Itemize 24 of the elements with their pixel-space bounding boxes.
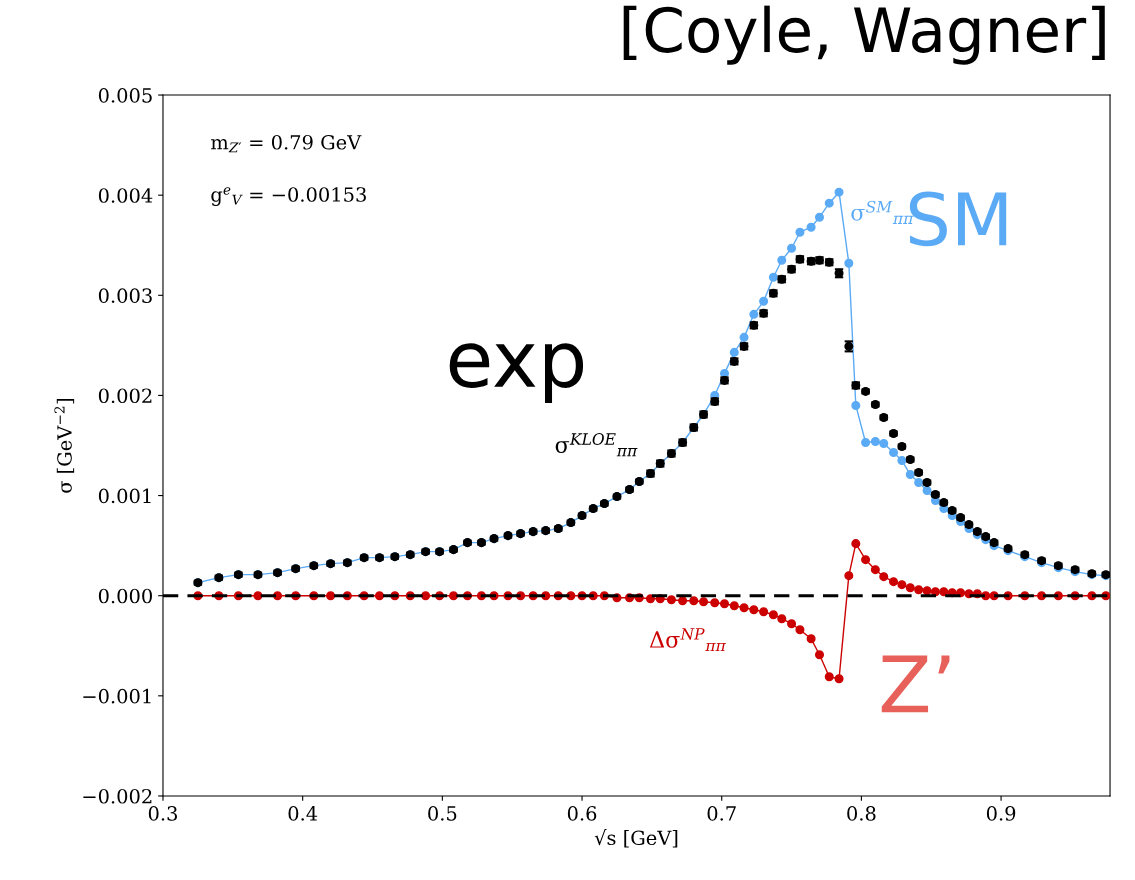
x-tick-label: 0.9 [986,806,1016,821]
x-axis-title: √s [GeV] [594,829,678,848]
annotation: exp [449,343,584,404]
y-tick-label: 0.001 [98,488,151,504]
y-tick-label: 0.002 [98,388,152,404]
annotation: m$_{Z′}$ = 0.79 GeV [211,134,362,153]
x-tick-label: 0.7 [707,806,736,821]
annotation: Z’ [881,655,950,713]
y-tick-label: 0.004 [98,188,153,203]
x-tick-label: 0.5 [428,806,457,821]
annotation: g$^{e}$$_{V}$ = −0.00153 [211,187,366,206]
x-tick-label: 0.3 [148,806,177,821]
y-tick-label: −0.001 [83,688,151,704]
y-tick-label: 0.000 [98,588,152,604]
chart-title: [Coyle, Wagner] [623,5,1105,65]
series-label: Δσ$^{NP}$$_{ππ}$ [649,628,727,652]
series-label: σ$^{KLOE}$$_{ππ}$ [555,433,638,457]
y-tick-label: 0.005 [98,88,152,103]
y-tick-label: −0.002 [83,788,152,804]
x-tick-label: 0.8 [847,806,876,821]
x-tick-label: 0.6 [567,806,597,821]
y-tick-label: 0.003 [98,288,152,303]
x-tick-label: 0.4 [288,806,318,821]
y-axis-title: σ [GeV$^{−2}$] [54,399,75,493]
